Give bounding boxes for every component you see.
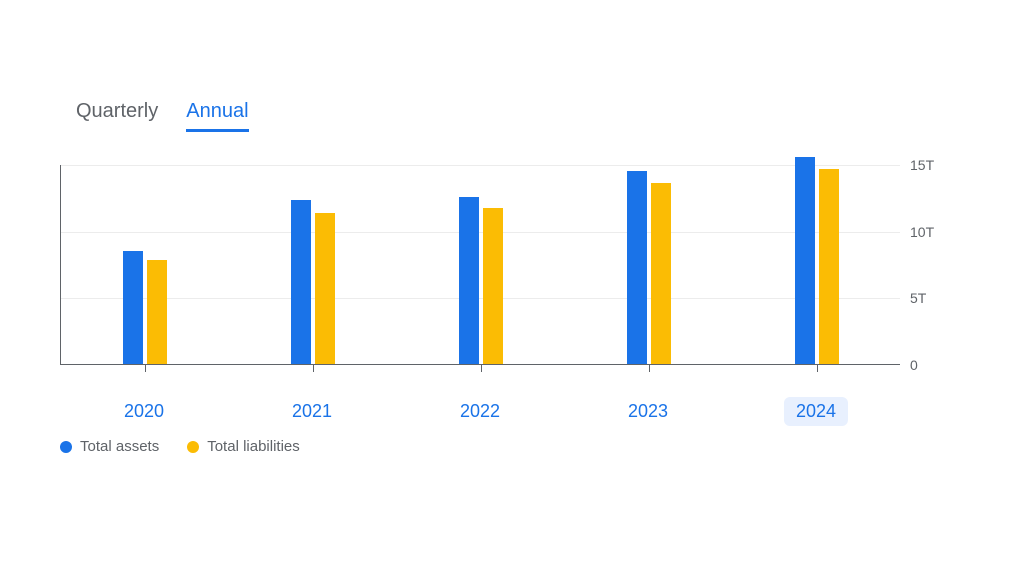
legend-item-assets: Total assets — [60, 438, 159, 455]
x-axis-tick — [481, 364, 482, 372]
x-axis-label-2023[interactable]: 2023 — [616, 397, 680, 426]
legend-item-liabilities: Total liabilities — [187, 438, 300, 455]
tab-annual[interactable]: Annual — [186, 100, 248, 132]
gridline — [61, 165, 900, 166]
x-axis-tick — [649, 364, 650, 372]
legend-label-liabilities: Total liabilities — [207, 438, 300, 455]
bar-chart: 05T10T15T20202021202220232024 — [60, 165, 960, 425]
chart-container: Quarterly Annual 0 5T 10T 15T 2020 2021 2022 20… — [0, 0, 1024, 585]
bar-total-assets-2021[interactable] — [291, 200, 311, 364]
legend-swatch-liabilities — [187, 441, 199, 453]
y-axis-label: 5T — [910, 290, 926, 306]
x-axis-tick — [145, 364, 146, 372]
bar-total-liabilities-2022[interactable] — [483, 208, 503, 364]
legend-swatch-assets — [60, 441, 72, 453]
x-axis-label-2024[interactable]: 2024 — [784, 397, 848, 426]
y-axis-label: 10T — [910, 224, 934, 240]
bar-total-assets-2020[interactable] — [123, 251, 143, 364]
tab-quarterly[interactable]: Quarterly — [76, 100, 158, 132]
bar-total-assets-2023[interactable] — [627, 171, 647, 364]
bar-total-assets-2022[interactable] — [459, 197, 479, 364]
y-axis-label: 0 — [910, 357, 918, 373]
legend-label-assets: Total assets — [80, 438, 159, 455]
period-tabs: Quarterly Annual — [76, 100, 249, 132]
x-axis-label-2022[interactable]: 2022 — [448, 397, 512, 426]
x-axis-tick — [313, 364, 314, 372]
legend: Total assets Total liabilities — [60, 438, 300, 455]
bar-total-assets-2024[interactable] — [795, 157, 815, 364]
plot-area — [60, 165, 900, 365]
bar-total-liabilities-2020[interactable] — [147, 260, 167, 364]
bar-total-liabilities-2021[interactable] — [315, 213, 335, 364]
x-axis-tick — [817, 364, 818, 372]
x-axis-label-2021[interactable]: 2021 — [280, 397, 344, 426]
gridline — [61, 298, 900, 299]
bar-total-liabilities-2024[interactable] — [819, 169, 839, 364]
y-axis-label: 15T — [910, 157, 934, 173]
gridline — [61, 232, 900, 233]
bar-total-liabilities-2023[interactable] — [651, 183, 671, 364]
x-axis-label-2020[interactable]: 2020 — [112, 397, 176, 426]
